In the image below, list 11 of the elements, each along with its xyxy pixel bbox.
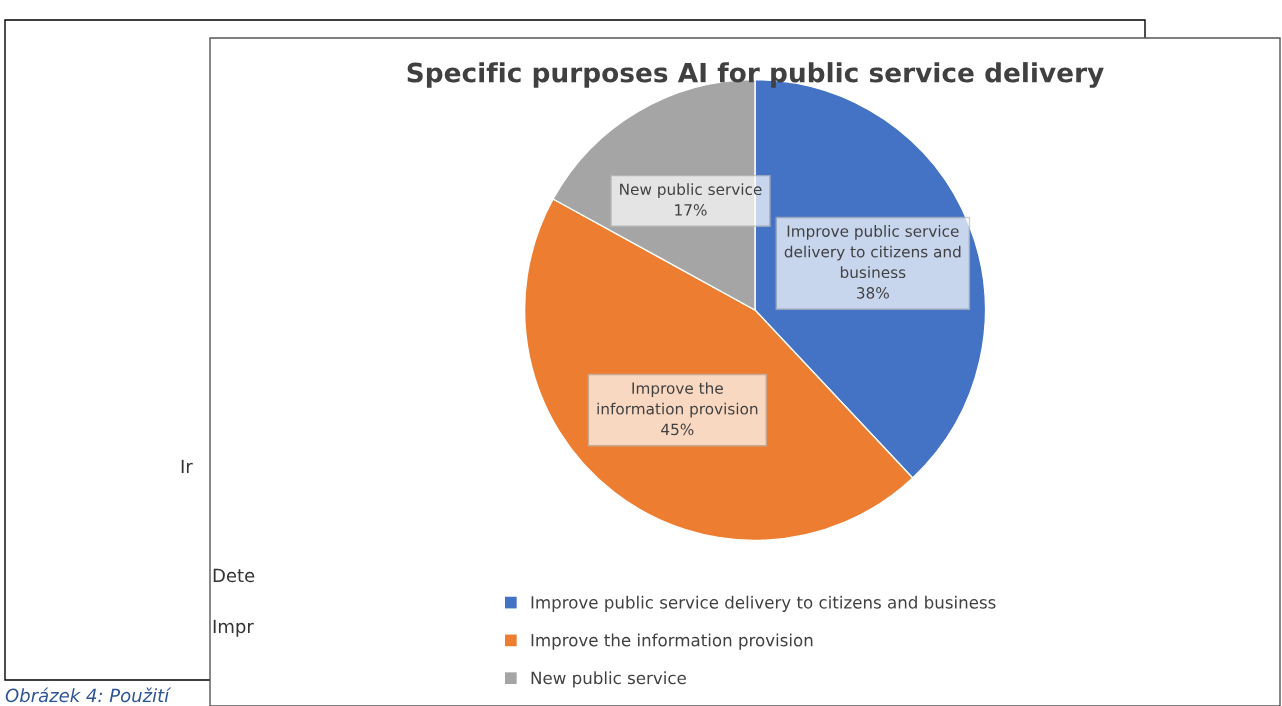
text: Dete [213, 568, 255, 583]
legend-label: New public service [531, 671, 686, 688]
text: Obrázek 4: Použití [5, 687, 172, 703]
legend-label: Improve the information provision [531, 633, 813, 650]
text: Impr [213, 619, 254, 637]
legend-label: Improve public service delivery to citizens and business [531, 595, 996, 612]
data-label: Improve the information provision 45% [597, 382, 758, 436]
chart-title: Specific purposes AI for public service delivery [407, 62, 1104, 88]
text: Ir [181, 459, 193, 473]
data-label: New public service 17% [620, 183, 762, 216]
data-label: Improve public service delivery to citizens and business 38% [784, 225, 961, 299]
